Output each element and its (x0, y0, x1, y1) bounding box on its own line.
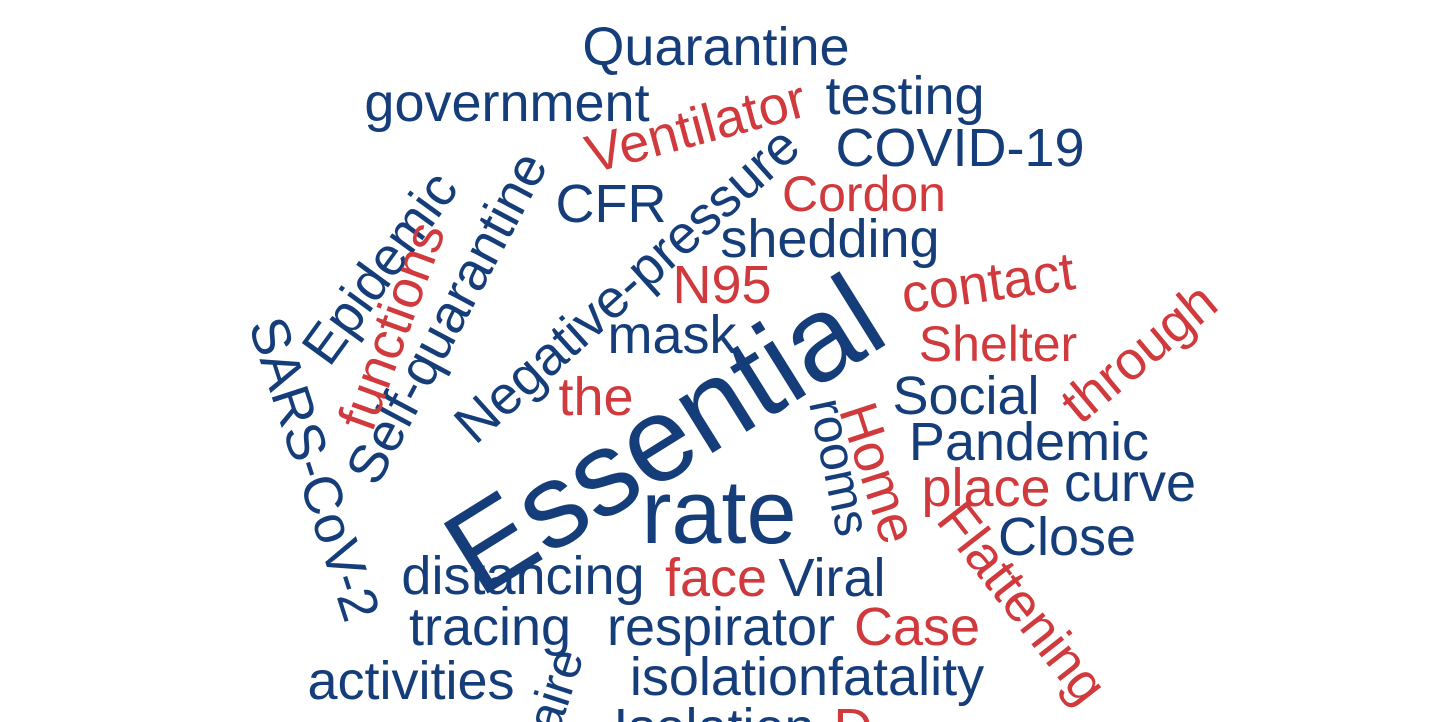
word-covid-19: COVID-19 (835, 118, 1085, 178)
word-government: government (364, 73, 650, 133)
word-shedding: shedding (720, 209, 940, 269)
word-place: place (921, 458, 1051, 518)
word-respirator: respirator (606, 597, 836, 657)
word-pandemic: Pandemic (908, 412, 1150, 472)
word-viral: Viral (778, 548, 886, 608)
word-close: Close (997, 507, 1137, 567)
word-rate: rate (641, 463, 797, 563)
word-case: Case (853, 597, 981, 657)
word-social: Social (892, 366, 1040, 426)
word-d: D (834, 701, 873, 722)
word-face: face (664, 548, 768, 608)
word-distancing: distancing (401, 546, 645, 606)
word-quarantine: Quarantine (582, 17, 850, 77)
word-curve: curve (1063, 453, 1197, 513)
word-tracing: tracing (408, 597, 572, 657)
word-cfr: CFR (555, 174, 667, 234)
word-isolation: Isolation (613, 701, 814, 722)
word-n95: N95 (672, 255, 772, 315)
word-the: the (558, 367, 634, 427)
word-shelter: Shelter (918, 316, 1078, 372)
word-activities: activities (307, 651, 515, 711)
word-isolation-fatality: isolationfatality (629, 647, 985, 707)
word-testing: testing (825, 66, 985, 126)
word-mask: mask (607, 305, 737, 365)
word-cordon: Cordon (782, 166, 946, 222)
